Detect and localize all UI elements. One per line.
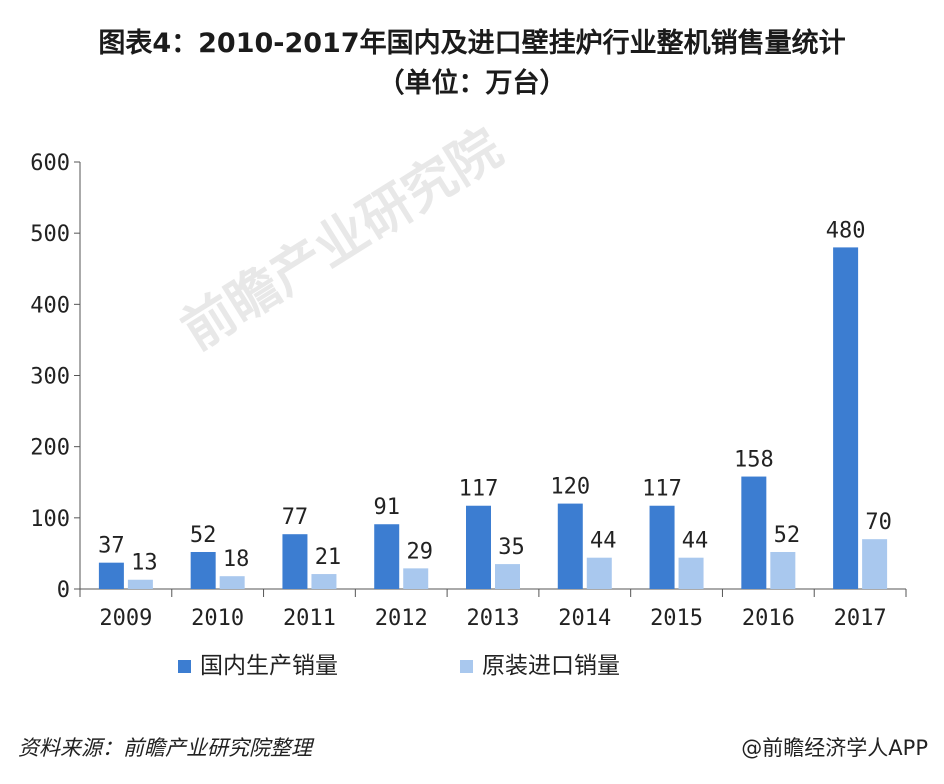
data-label-imported: 29: [406, 539, 433, 564]
data-label-domestic: 37: [98, 534, 125, 559]
bar-domestic: [557, 503, 583, 589]
bar-imported: [862, 539, 888, 589]
legend-swatch: [178, 660, 191, 673]
data-label-imported: 21: [315, 545, 342, 570]
y-tick-label: 0: [57, 578, 70, 603]
bar-domestic: [833, 247, 859, 589]
bar-domestic: [649, 505, 675, 589]
x-tick-label: 2012: [375, 606, 428, 631]
bar-imported: [678, 557, 704, 589]
y-tick-label: 200: [30, 436, 70, 461]
data-label-imported: 70: [865, 510, 892, 535]
bar-imported: [127, 579, 153, 589]
data-label-imported: 18: [223, 547, 250, 572]
x-tick-label: 2010: [191, 606, 244, 631]
title-line-2: （单位：万台）: [377, 68, 567, 99]
y-tick-label: 600: [30, 151, 70, 176]
bar-imported: [311, 574, 337, 589]
data-label-domestic: 480: [826, 218, 866, 243]
bar-domestic: [282, 534, 308, 589]
chart-title: 图表4：2010-2017年国内及进口壁挂炉行业整机销售量统计 （单位：万台）: [0, 24, 944, 104]
y-tick-label: 100: [30, 507, 70, 532]
x-tick-label: 2016: [742, 606, 795, 631]
bar-domestic: [466, 505, 491, 589]
legend-label: 原装进口销量: [482, 653, 620, 679]
data-label-imported: 35: [498, 535, 525, 560]
data-label-imported: 44: [590, 529, 617, 554]
legend-swatch: [460, 660, 473, 673]
data-label-imported: 44: [682, 529, 709, 554]
x-tick-label: 2009: [99, 606, 152, 631]
bar-imported: [219, 576, 245, 589]
data-label-domestic: 117: [642, 477, 682, 502]
legend-label: 国内生产销量: [200, 653, 338, 679]
data-label-domestic: 120: [550, 475, 590, 500]
x-tick-label: 2013: [467, 606, 520, 631]
x-tick-label: 2011: [283, 606, 336, 631]
bar-domestic: [190, 551, 216, 589]
data-label-domestic: 52: [190, 523, 217, 548]
data-label-imported: 13: [131, 551, 158, 576]
x-tick-label: 2017: [834, 606, 887, 631]
x-tick-label: 2014: [558, 606, 611, 631]
bar-imported: [770, 551, 796, 589]
bar-domestic: [374, 524, 400, 589]
y-tick-label: 500: [30, 222, 70, 247]
x-tick-label: 2015: [650, 606, 703, 631]
data-label-domestic: 77: [282, 505, 309, 530]
bar-domestic: [741, 476, 767, 589]
source-note: 资料来源：前瞻产业研究院整理: [18, 736, 312, 760]
bar-imported: [586, 557, 612, 589]
data-label-domestic: 91: [373, 495, 400, 520]
bar-imported: [495, 564, 520, 589]
title-line-1: 图表4：2010-2017年国内及进口壁挂炉行业整机销售量统计: [98, 28, 846, 59]
data-label-domestic: 117: [459, 477, 499, 502]
brand-credit: @前瞻经济学人APP: [741, 736, 928, 760]
y-tick-label: 400: [30, 293, 70, 318]
y-tick-label: 300: [30, 365, 70, 390]
data-label-imported: 52: [774, 523, 801, 548]
data-label-domestic: 158: [734, 448, 774, 473]
bar-imported: [403, 568, 429, 589]
bar-domestic: [98, 562, 124, 589]
